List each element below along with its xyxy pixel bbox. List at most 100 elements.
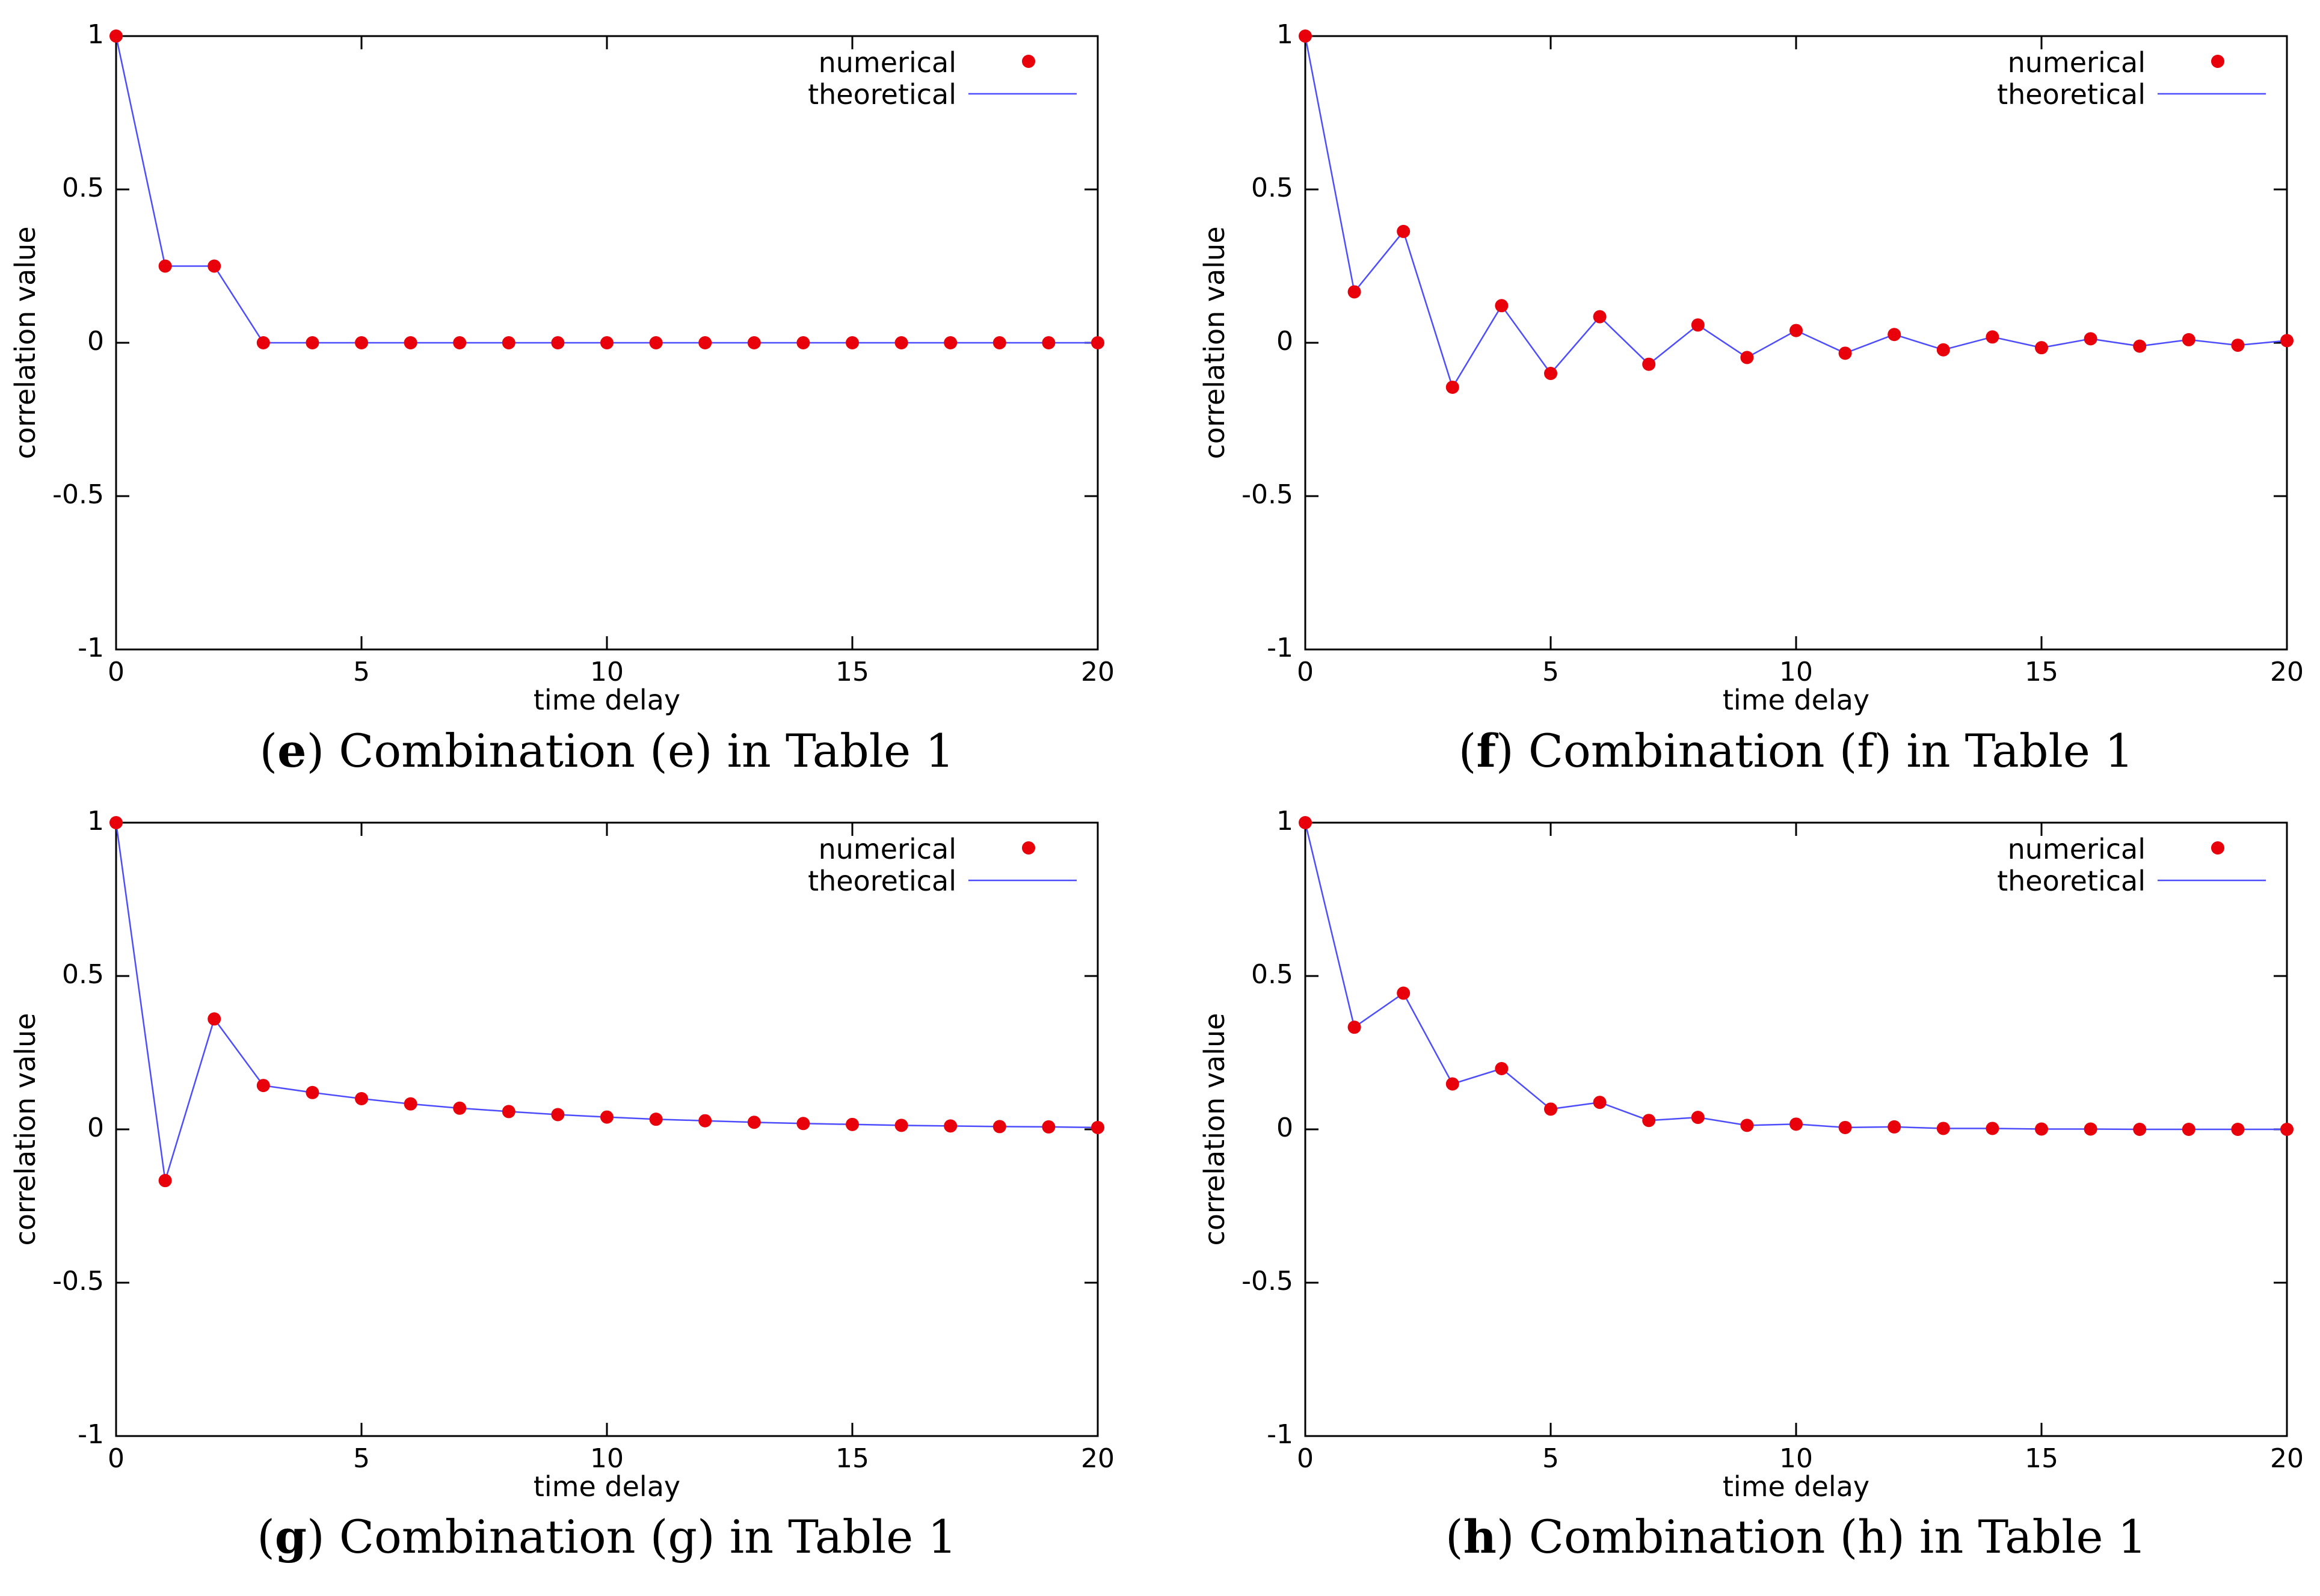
y-axis-label: correlation value [9, 1013, 42, 1245]
data-point-numerical [453, 336, 467, 349]
legend-marker-numerical [2211, 841, 2224, 855]
data-point-numerical [1593, 310, 1607, 324]
data-point-numerical [355, 336, 368, 349]
data-point-numerical [453, 1101, 467, 1115]
data-point-numerical [747, 336, 761, 349]
data-point-numerical [306, 1085, 319, 1099]
data-point-numerical [992, 336, 1006, 349]
data-point-numerical [698, 336, 712, 349]
data-point-numerical [1936, 1122, 1950, 1135]
data-point-numerical [1986, 1122, 1999, 1135]
caption-paren-close: ) [1497, 1510, 1529, 1564]
data-point-numerical [1397, 986, 1411, 1000]
data-point-numerical [944, 1119, 958, 1133]
data-point-numerical [256, 336, 270, 349]
x-tick-label: 5 [1542, 1443, 1559, 1474]
data-point-numerical [551, 336, 565, 349]
series-numerical-points [109, 29, 1104, 349]
caption-text: Combination (g) in Table 1 [339, 1510, 957, 1564]
data-point-numerical [992, 1120, 1006, 1134]
data-point-numerical [1299, 29, 1312, 43]
data-point-numerical [846, 1117, 859, 1131]
x-tick-label: 0 [108, 1443, 125, 1474]
data-point-numerical [2133, 339, 2147, 353]
data-point-numerical [306, 336, 319, 349]
x-tick-label: 0 [1297, 657, 1314, 687]
data-point-numerical [1936, 343, 1950, 357]
data-point-numerical [2035, 341, 2048, 355]
panel-caption: (e) Combination (e) in Table 1 [259, 724, 954, 778]
y-tick-label: 1 [1276, 19, 1293, 50]
data-point-numerical [208, 259, 221, 273]
y-axis-label: correlation value [1198, 1013, 1231, 1245]
x-tick-label: 10 [1779, 1443, 1813, 1474]
data-point-numerical [846, 336, 859, 349]
data-point-numerical [2231, 1123, 2245, 1136]
x-tick-label: 5 [353, 657, 370, 687]
data-point-numerical [2133, 1123, 2147, 1136]
data-point-numerical [1042, 336, 1056, 349]
y-tick-label: 0.5 [1251, 959, 1293, 990]
caption-paren-open: ( [1445, 1510, 1463, 1564]
data-point-numerical [1397, 224, 1411, 238]
legend-label-numerical: numerical [819, 46, 956, 79]
y-tick-label: 0 [87, 1113, 104, 1143]
y-tick-label: 1 [1276, 806, 1293, 836]
y-tick-label: 0 [1276, 326, 1293, 357]
data-point-numerical [600, 336, 614, 349]
data-point-numerical [1299, 816, 1312, 829]
panel-caption: (g) Combination (g) in Table 1 [257, 1510, 957, 1564]
x-tick-label: 15 [2025, 1443, 2058, 1474]
caption-paren-close: ) [1496, 724, 1528, 778]
x-tick-label: 20 [2270, 657, 2304, 687]
data-point-numerical [2280, 1123, 2294, 1136]
data-point-numerical [747, 1116, 761, 1129]
y-tick-label: -0.5 [1242, 479, 1293, 510]
legend-label-theoretical: theoretical [1997, 78, 2146, 111]
data-point-numerical [208, 1012, 221, 1026]
data-point-numerical [796, 1117, 810, 1131]
data-point-numerical [2182, 1123, 2195, 1136]
legend-marker-numerical [2211, 55, 2224, 68]
x-tick-label: 20 [2270, 1443, 2304, 1474]
data-point-numerical [404, 336, 417, 349]
series-numerical-points [109, 816, 1104, 1188]
data-point-numerical [1789, 324, 1803, 337]
caption-letter: g [275, 1510, 307, 1564]
data-point-numerical [1642, 357, 1656, 371]
data-point-numerical [1091, 1120, 1104, 1134]
data-point-numerical [158, 259, 172, 273]
caption-paren-open: ( [257, 1510, 275, 1564]
data-point-numerical [1691, 318, 1705, 332]
x-tick-label: 0 [1297, 1443, 1314, 1474]
data-point-numerical [2084, 332, 2097, 346]
data-point-numerical [1888, 1120, 1901, 1134]
data-point-numerical [1986, 330, 1999, 344]
y-axis-label: correlation value [1198, 226, 1231, 459]
x-tick-label: 15 [2025, 657, 2058, 687]
y-tick-label: 1 [87, 19, 104, 50]
data-point-numerical [1445, 1077, 1459, 1091]
data-point-numerical [894, 336, 908, 349]
data-point-numerical [600, 1110, 614, 1124]
caption-text: Combination (f) in Table 1 [1528, 724, 2134, 778]
caption-letter: h [1463, 1510, 1497, 1564]
x-tick-label: 10 [590, 657, 624, 687]
y-tick-label: 0.5 [62, 173, 104, 203]
x-tick-label: 10 [1779, 657, 1813, 687]
data-point-numerical [355, 1092, 368, 1105]
data-point-numerical [1544, 1102, 1557, 1116]
data-point-numerical [502, 336, 515, 349]
legend-label-theoretical: theoretical [808, 865, 956, 897]
y-tick-label: -0.5 [52, 479, 104, 510]
x-tick-label: 5 [353, 1443, 370, 1474]
caption-letter: f [1476, 724, 1498, 778]
x-tick-label: 20 [1081, 1443, 1115, 1474]
y-tick-label: 0.5 [1251, 173, 1293, 203]
y-tick-label: -0.5 [1242, 1266, 1293, 1297]
data-point-numerical [649, 1113, 663, 1126]
